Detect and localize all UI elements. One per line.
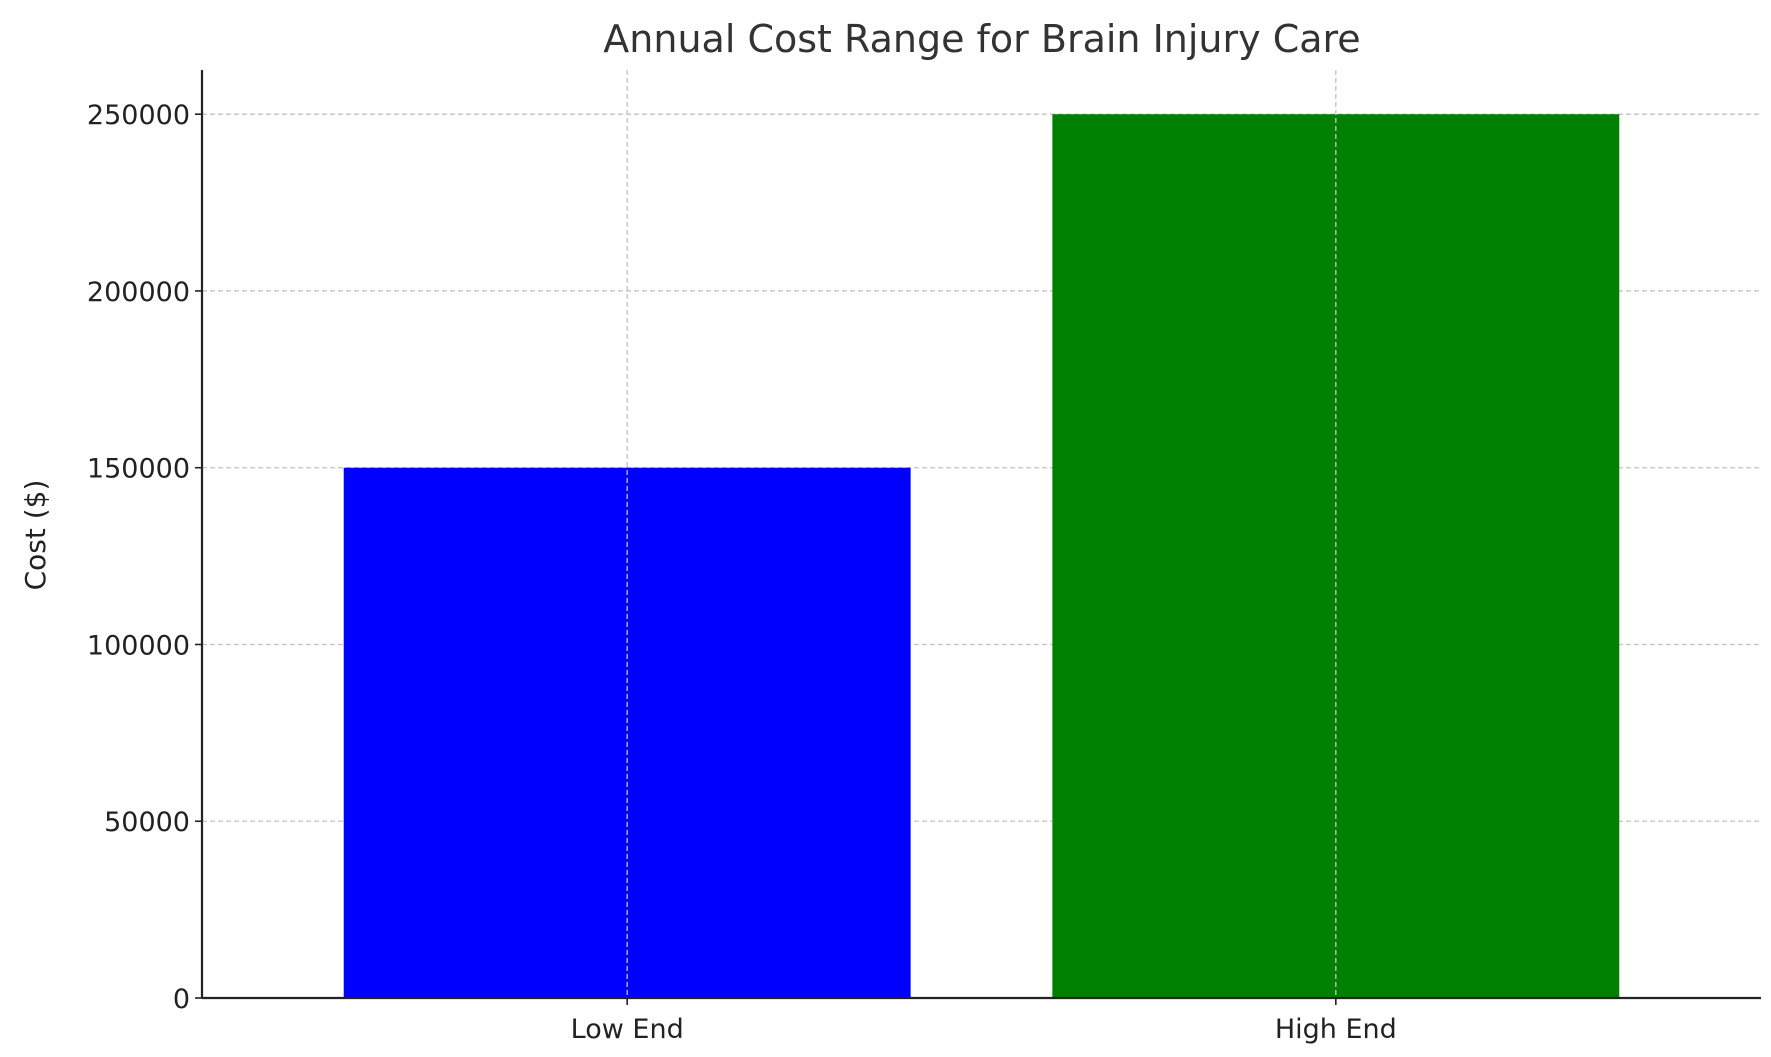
tick-labels: 0 50000 100000 150000 200000 250000 Low End Hig… xyxy=(87,100,1397,1045)
y-tick-label: 100000 xyxy=(87,630,190,661)
y-tick-label: 50000 xyxy=(104,807,190,838)
y-tick-label: 200000 xyxy=(87,277,190,308)
y-axis-label: Cost ($) xyxy=(19,480,52,591)
bars xyxy=(343,114,1620,998)
x-tick-label: High End xyxy=(1275,1014,1397,1045)
y-tick-label: 0 xyxy=(173,984,190,1015)
y-tick-label: 250000 xyxy=(87,100,190,131)
bar-low-end xyxy=(343,467,911,998)
y-tick-label: 150000 xyxy=(87,454,190,485)
x-tick-label: Low End xyxy=(571,1014,684,1045)
axes xyxy=(200,70,1761,1000)
grid-overlay xyxy=(626,70,1337,998)
chart-title: Annual Cost Range for Brain Injury Care xyxy=(603,17,1360,61)
